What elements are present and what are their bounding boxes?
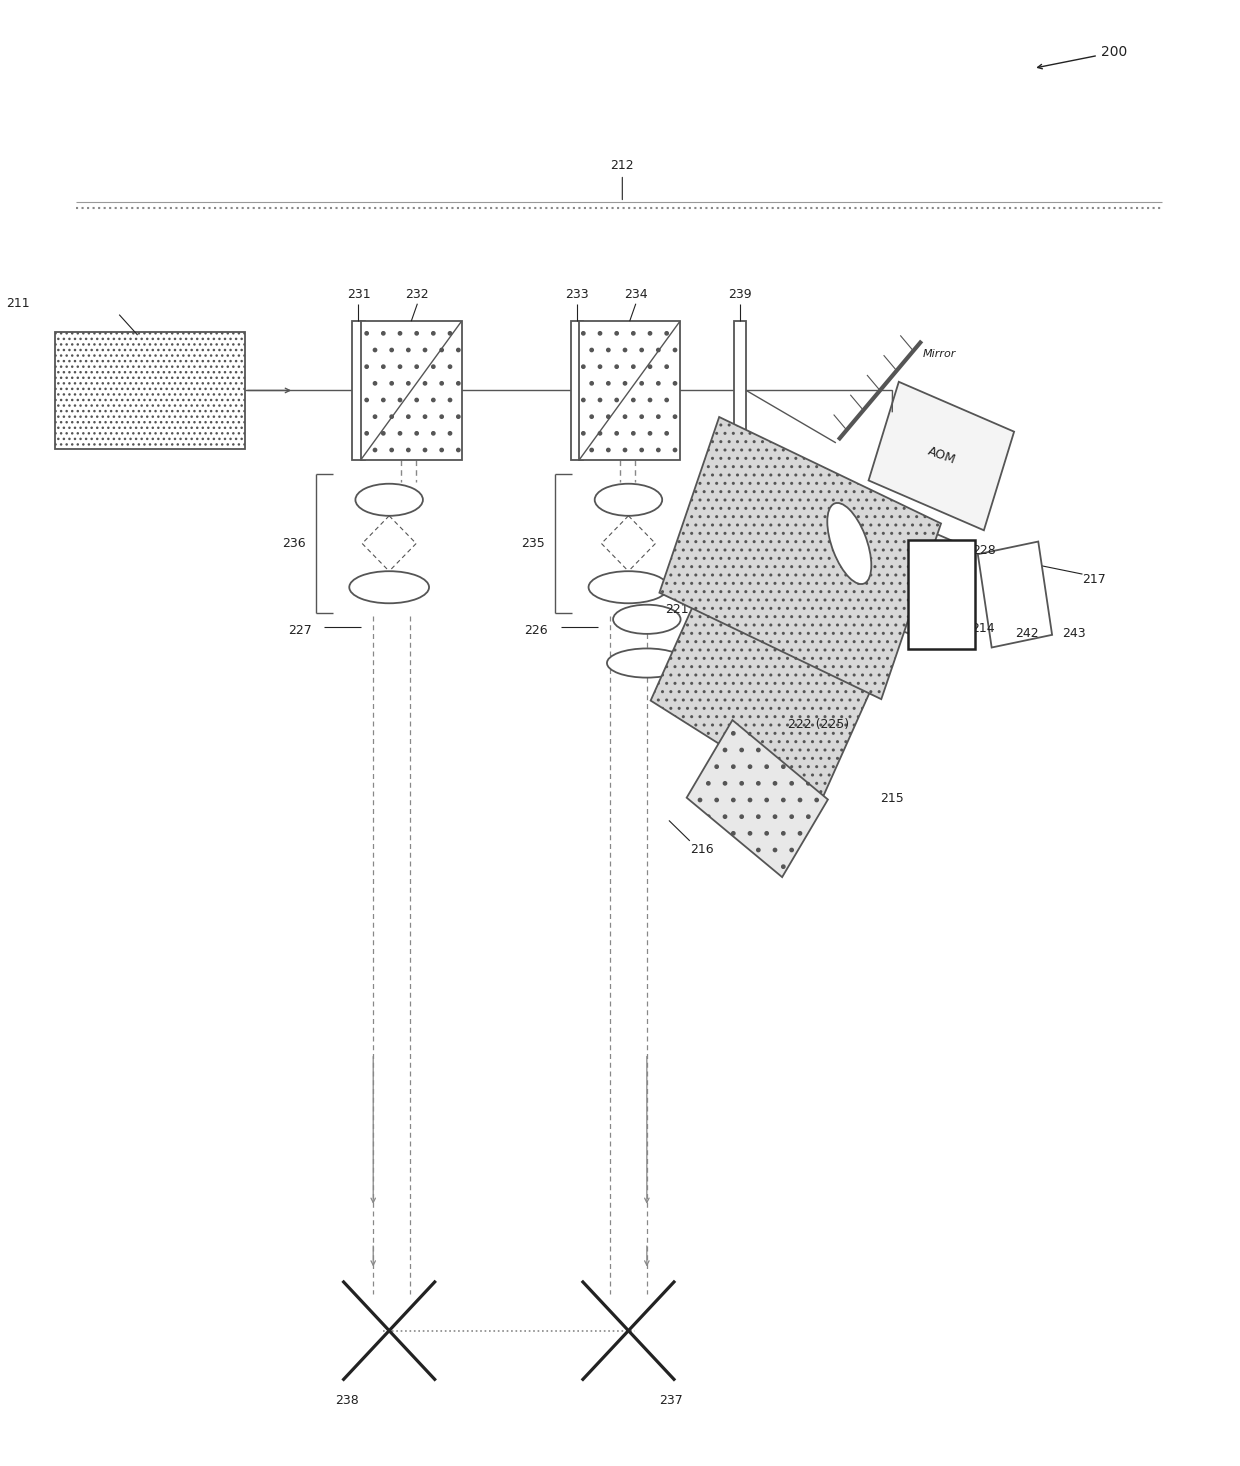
Ellipse shape — [356, 484, 423, 516]
Text: 214: 214 — [971, 622, 994, 635]
Text: 228: 228 — [972, 544, 996, 557]
Text: 235: 235 — [521, 537, 544, 550]
Text: 239: 239 — [728, 289, 751, 302]
Text: 226: 226 — [525, 625, 548, 638]
Bar — [361, 321, 461, 460]
Text: 238: 238 — [335, 1394, 358, 1407]
Bar — [579, 321, 680, 460]
Ellipse shape — [589, 572, 668, 604]
Ellipse shape — [606, 648, 687, 677]
Text: 233: 233 — [565, 289, 589, 302]
Text: 234: 234 — [624, 289, 647, 302]
Text: 231: 231 — [347, 289, 371, 302]
Text: AOM: AOM — [864, 554, 895, 576]
Text: 215: 215 — [880, 792, 904, 805]
Bar — [734, 321, 746, 460]
Ellipse shape — [827, 503, 872, 583]
Ellipse shape — [595, 484, 662, 516]
Text: 221: 221 — [665, 603, 689, 616]
Ellipse shape — [613, 605, 681, 633]
Bar — [978, 541, 1052, 648]
Text: 200: 200 — [1038, 45, 1127, 69]
Text: 217: 217 — [1083, 573, 1106, 586]
Text: 227: 227 — [288, 625, 311, 638]
Text: 236: 236 — [281, 537, 305, 550]
Text: AOM: AOM — [925, 446, 957, 468]
Text: 242: 242 — [1016, 627, 1039, 641]
Ellipse shape — [350, 572, 429, 604]
Text: 237: 237 — [660, 1394, 683, 1407]
Text: 213: 213 — [837, 598, 861, 611]
Bar — [908, 539, 975, 649]
Bar — [651, 572, 877, 806]
Text: 232: 232 — [405, 289, 429, 302]
Text: 222 (225): 222 (225) — [789, 718, 849, 730]
Bar — [570, 321, 583, 460]
Bar — [687, 720, 828, 877]
Bar — [352, 321, 365, 460]
Text: Mirror: Mirror — [923, 349, 956, 359]
Text: 216: 216 — [691, 843, 714, 856]
Bar — [660, 416, 941, 699]
Text: 211: 211 — [6, 298, 30, 311]
Text: 212: 212 — [610, 158, 634, 199]
Bar — [807, 491, 952, 639]
Bar — [55, 333, 246, 449]
Text: 241: 241 — [665, 686, 689, 699]
Text: 243: 243 — [1061, 627, 1086, 641]
Bar — [868, 381, 1014, 531]
